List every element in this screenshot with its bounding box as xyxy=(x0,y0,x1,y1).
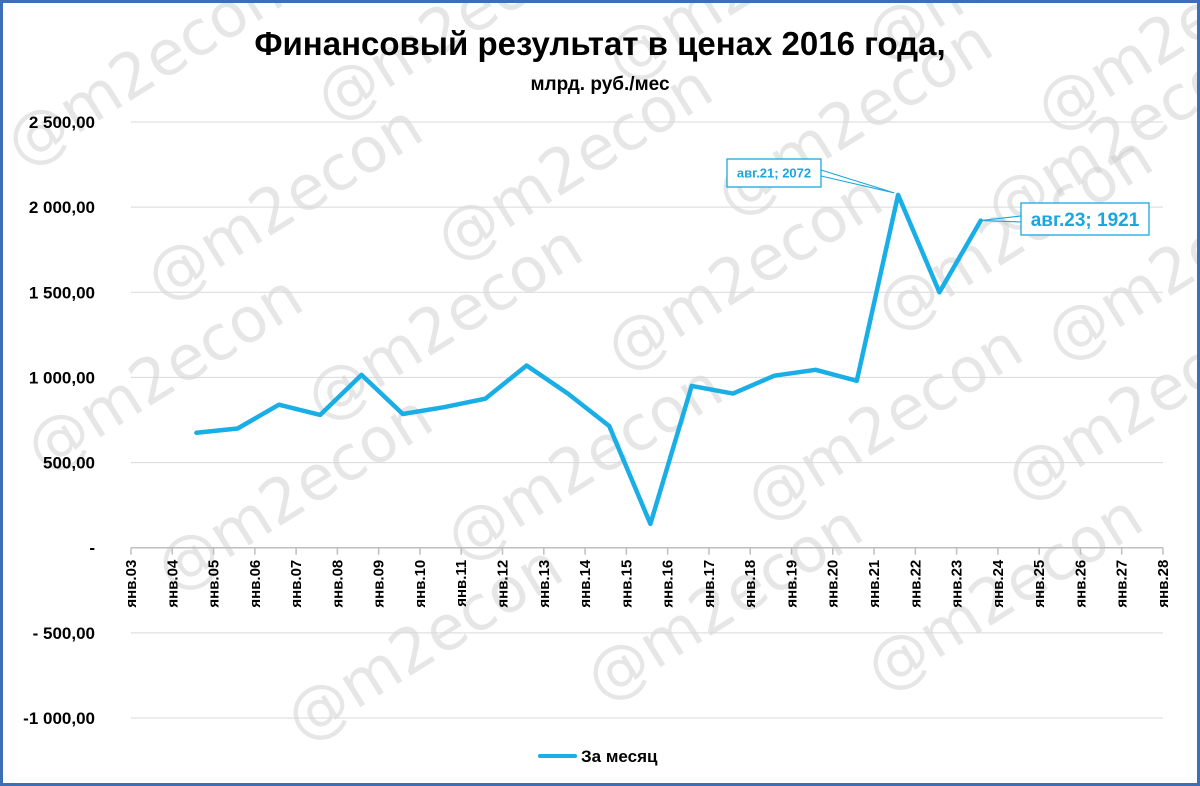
watermark-text: @m2econ xyxy=(732,309,1035,536)
legend: За месяц xyxy=(538,747,658,766)
series-point xyxy=(690,384,694,388)
data-callout: авг.21; 2072 xyxy=(726,158,895,194)
series-point xyxy=(318,413,322,417)
callout-box xyxy=(726,158,822,188)
x-tick-label: янв.20 xyxy=(825,560,842,608)
series-point xyxy=(896,193,900,197)
callout-box xyxy=(1020,202,1150,236)
series-point xyxy=(772,374,776,378)
series-point xyxy=(483,397,487,401)
series-point xyxy=(814,368,818,372)
data-callout: авг.23; 1921 xyxy=(980,202,1150,236)
series-layer xyxy=(194,192,983,527)
series-point xyxy=(607,424,611,428)
y-tick-label: 1 500,00 xyxy=(29,283,95,302)
x-tick-label: янв.19 xyxy=(783,560,800,608)
x-tick-label: янв.21 xyxy=(866,560,883,608)
callout-label: авг.21; 2072 xyxy=(737,166,811,181)
series-point xyxy=(566,392,570,396)
legend-label: За месяц xyxy=(581,747,658,766)
x-tick-label: янв.25 xyxy=(1031,560,1048,608)
y-tick-label: 2 500,00 xyxy=(29,113,95,132)
y-tick-label: - 500,00 xyxy=(33,624,95,643)
series-point xyxy=(525,364,529,368)
y-tick-label: 500,00 xyxy=(43,454,95,473)
x-tick-label: янв.13 xyxy=(536,560,553,608)
x-tick-label: янв.27 xyxy=(1114,560,1131,608)
y-tick-label: 2 000,00 xyxy=(29,198,95,217)
x-tick-label: янв.12 xyxy=(495,560,512,608)
y-axis-ticks: 2 500,00 2 000,00 1 500,00 1 000,00 500,00 - -… xyxy=(23,113,95,728)
y-tick-label: 1 000,00 xyxy=(29,368,95,387)
gridlines xyxy=(131,121,1163,719)
watermark-text: @m2econ xyxy=(302,3,605,136)
series-point xyxy=(731,392,735,396)
series-point xyxy=(937,290,941,294)
x-tick-label: янв.09 xyxy=(371,560,388,608)
x-tick-label: янв.08 xyxy=(329,560,346,608)
callout-leader xyxy=(820,175,895,194)
x-tick-label: янв.15 xyxy=(618,560,635,608)
callout-label: авг.23; 1921 xyxy=(1031,210,1140,231)
series-point xyxy=(855,379,859,383)
y-tick-label: - xyxy=(89,539,95,558)
callout-leader xyxy=(980,215,1022,222)
x-tick-label: янв.28 xyxy=(1155,560,1172,608)
chart-subtitle: млрд. руб./мес xyxy=(530,74,669,95)
x-tick-label: янв.05 xyxy=(206,560,223,608)
watermark-text: @m2econ xyxy=(3,3,295,181)
x-tick-label: янв.16 xyxy=(660,560,677,608)
x-tick-label: янв.11 xyxy=(453,560,470,607)
chart-title: Финансовый результат в ценах 2016 года, xyxy=(254,25,945,62)
series-line-za-mesyats xyxy=(194,192,983,527)
data-callouts: авг.21; 2072 авг.23; 1921 xyxy=(726,158,1150,236)
x-tick-label: янв.04 xyxy=(164,559,181,608)
x-tick-label: янв.14 xyxy=(577,559,594,608)
x-tick-label: янв.10 xyxy=(412,560,429,608)
x-tick-label: янв.24 xyxy=(990,559,1007,608)
y-tick-label: -1 000,00 xyxy=(23,709,95,728)
x-tick-label: янв.03 xyxy=(123,560,140,608)
x-tick-label: янв.07 xyxy=(288,560,305,608)
callout-leader xyxy=(980,220,1022,223)
callout-leader xyxy=(820,169,895,194)
x-tick-label: янв.26 xyxy=(1072,560,1089,608)
series-point xyxy=(401,412,405,416)
x-tick-label: янв.06 xyxy=(247,560,264,608)
x-tick-label: янв.22 xyxy=(907,560,924,608)
series-point xyxy=(236,427,240,431)
series-point xyxy=(194,431,198,435)
x-axis: янв.03 янв.04 янв.05 янв.06 янв.07 янв.08 янв.… xyxy=(123,546,1172,608)
watermark-layer: @m2econ @m2econ @m2econ@m2econ@m2econ@m2ec… xyxy=(3,3,1197,756)
series-point xyxy=(442,405,446,409)
series-point xyxy=(277,403,281,407)
x-tick-label: янв.17 xyxy=(701,560,718,608)
x-tick-label: янв.18 xyxy=(742,560,759,608)
line-chart: @m2econ @m2econ @m2econ@m2econ@m2econ@m2ec… xyxy=(3,3,1197,766)
series-point xyxy=(648,522,652,526)
series-point xyxy=(359,373,363,377)
x-tick-label: янв.23 xyxy=(949,560,966,608)
